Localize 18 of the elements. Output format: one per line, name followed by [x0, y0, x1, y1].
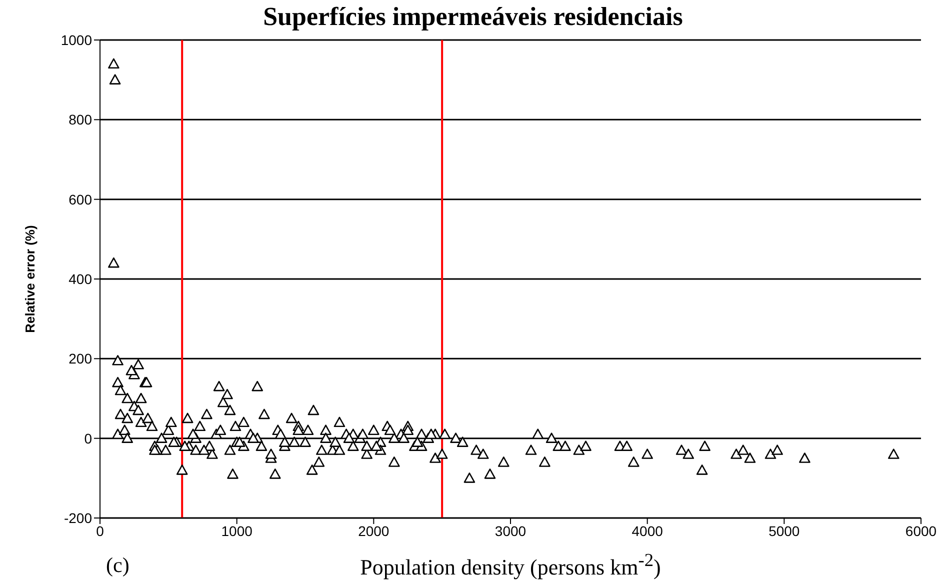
- y-tick-label: 0: [84, 430, 92, 446]
- y-axis-title: Relative error (%): [22, 225, 38, 333]
- y-tick-label: 800: [68, 112, 92, 128]
- chart-title: Superfícies impermeáveis residenciais: [262, 2, 684, 32]
- x-tick-label: 0: [96, 522, 104, 539]
- x-axis-title: Population density (persons km$^{-2}$): [360, 550, 661, 580]
- x-tick-label: 1000: [221, 522, 253, 539]
- x-tick-label: 2000: [358, 522, 390, 539]
- y-tick-label: 400: [68, 270, 92, 287]
- y-tick-label: -200: [64, 510, 92, 526]
- text: (c): [106, 553, 130, 578]
- x-tick-label: 4000: [632, 522, 664, 539]
- y-tick-label: 600: [68, 191, 92, 208]
- x-tick-label: 3000: [494, 522, 526, 539]
- x-tick-label: 6000: [905, 522, 937, 539]
- y-tick-label: 1000: [60, 32, 92, 48]
- x-tick-label: 5000: [768, 522, 800, 539]
- y-tick-label: 200: [68, 350, 92, 367]
